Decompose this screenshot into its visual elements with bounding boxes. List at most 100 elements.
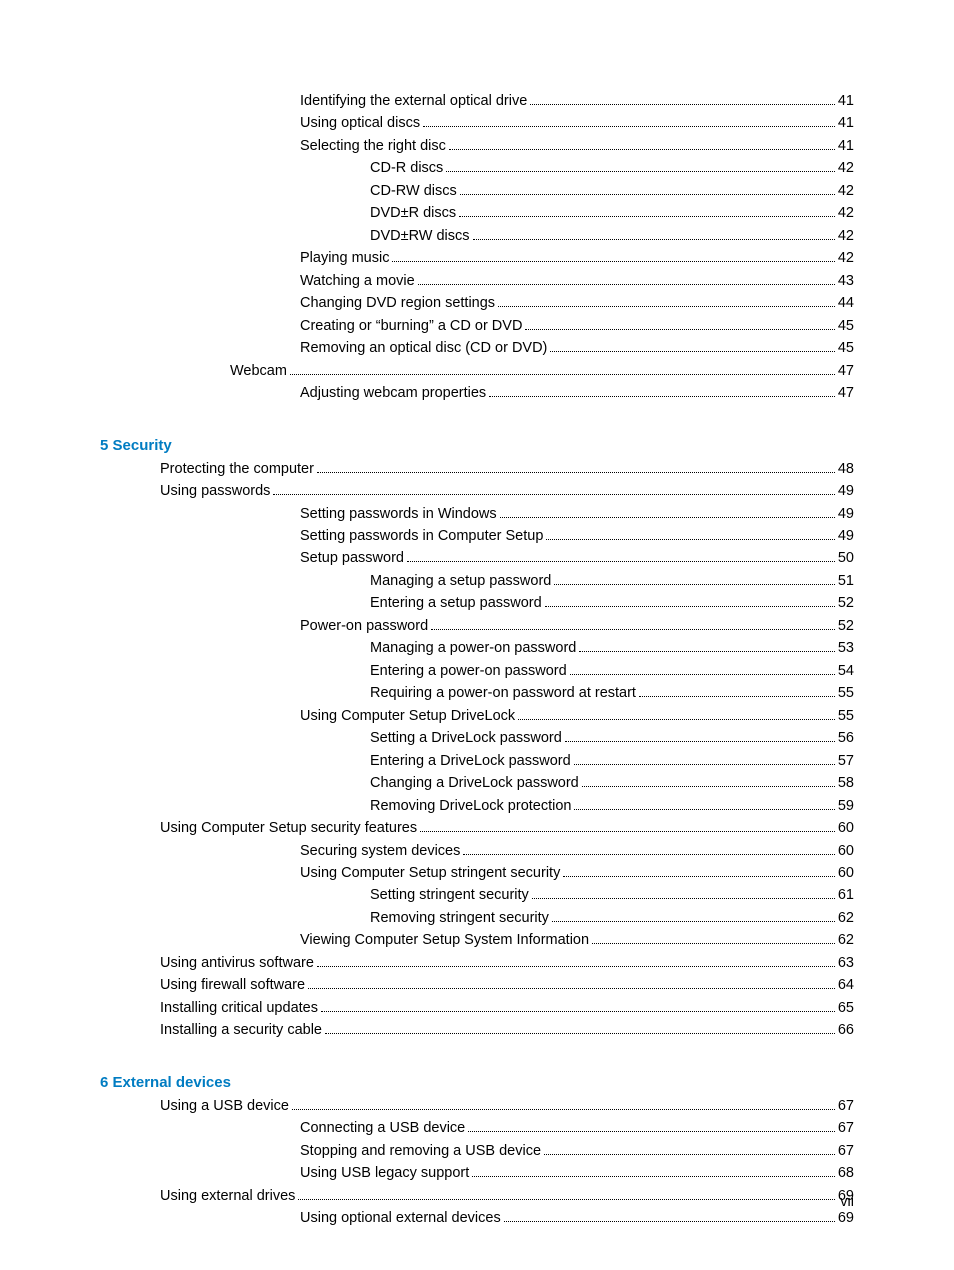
toc-entry: Using USB legacy support 68: [100, 1162, 854, 1184]
toc-entry-page: 62: [838, 907, 854, 929]
toc-leader-dots: [308, 988, 835, 989]
toc-entry-page: 64: [838, 974, 854, 996]
toc-leader-dots: [317, 966, 835, 967]
toc-entry-label: Removing DriveLock protection: [370, 795, 571, 817]
section-heading-security: 5 Security: [100, 437, 854, 454]
toc-leader-dots: [463, 854, 834, 855]
toc-entry: Using Computer Setup DriveLock 55: [100, 705, 854, 727]
toc-entry: Managing a setup password 51: [100, 570, 854, 592]
toc-entry: Changing DVD region settings 44: [100, 292, 854, 314]
toc-entry-page: 60: [838, 817, 854, 839]
toc-leader-dots: [582, 786, 835, 787]
toc-leader-dots: [473, 239, 835, 240]
toc-entry-label: Requiring a power-on password at restart: [370, 682, 636, 704]
toc-entry-label: Using external drives: [160, 1185, 295, 1207]
toc-entry: Securing system devices 60: [100, 840, 854, 862]
toc-entry-page: 47: [838, 382, 854, 404]
toc-leader-dots: [431, 629, 835, 630]
toc-leader-dots: [574, 764, 835, 765]
toc-entry-page: 55: [838, 682, 854, 704]
toc-entry-page: 51: [838, 570, 854, 592]
toc-entry-page: 67: [838, 1140, 854, 1162]
toc-entry: Selecting the right disc 41: [100, 135, 854, 157]
toc-leader-dots: [500, 517, 835, 518]
toc-section-external: 6 External devices Using a USB device 67…: [100, 1074, 854, 1230]
toc-entry-page: 49: [838, 503, 854, 525]
toc-entry: Stopping and removing a USB device 67: [100, 1140, 854, 1162]
toc-entry: Setting stringent security 61: [100, 884, 854, 906]
toc-entry-page: 49: [838, 525, 854, 547]
toc-entry-page: 44: [838, 292, 854, 314]
toc-entry-label: Creating or “burning” a CD or DVD: [300, 315, 522, 337]
toc-leader-dots: [554, 584, 834, 585]
toc-leader-dots: [273, 494, 834, 495]
toc-leader-dots: [532, 898, 835, 899]
toc-entry: Watching a movie 43: [100, 270, 854, 292]
toc-entry-label: Removing an optical disc (CD or DVD): [300, 337, 547, 359]
toc-leader-dots: [459, 216, 835, 217]
toc-entry-label: Using a USB device: [160, 1095, 289, 1117]
section-heading-external: 6 External devices: [100, 1074, 854, 1091]
toc-entry: Adjusting webcam properties 47: [100, 382, 854, 404]
toc-leader-dots: [546, 539, 834, 540]
toc-leader-dots: [317, 472, 835, 473]
toc-entry-page: 53: [838, 637, 854, 659]
toc-leader-dots: [498, 306, 835, 307]
toc-entry: Using a USB device 67: [100, 1095, 854, 1117]
toc-entry-page: 59: [838, 795, 854, 817]
toc-entry-label: Protecting the computer: [160, 458, 314, 480]
toc-entry-page: 50: [838, 547, 854, 569]
toc-entry: Setting passwords in Windows 49: [100, 503, 854, 525]
toc-entry: Using external drives 69: [100, 1185, 854, 1207]
toc-entry-page: 61: [838, 884, 854, 906]
toc-entry: Entering a DriveLock password 57: [100, 750, 854, 772]
toc-entry-label: CD-R discs: [370, 157, 443, 179]
toc-entry-label: Connecting a USB device: [300, 1117, 465, 1139]
toc-entry: Webcam 47: [100, 360, 854, 382]
toc-entry: Using optical discs 41: [100, 112, 854, 134]
toc-entry-label: Using USB legacy support: [300, 1162, 469, 1184]
toc-entry: DVD±R discs 42: [100, 202, 854, 224]
toc-entry-label: Using Computer Setup DriveLock: [300, 705, 515, 727]
toc-entry-page: 47: [838, 360, 854, 382]
toc-leader-dots: [579, 651, 835, 652]
toc-entry-label: Entering a power-on password: [370, 660, 567, 682]
toc-leader-dots: [418, 284, 835, 285]
toc-entry-label: Stopping and removing a USB device: [300, 1140, 541, 1162]
toc-entry-label: Installing critical updates: [160, 997, 318, 1019]
toc-entry-page: 60: [838, 840, 854, 862]
toc-entry-label: Selecting the right disc: [300, 135, 446, 157]
toc-leader-dots: [460, 194, 835, 195]
toc-entry-page: 52: [838, 592, 854, 614]
toc-entry-page: 62: [838, 929, 854, 951]
toc-entry-page: 45: [838, 337, 854, 359]
toc-leader-dots: [423, 126, 835, 127]
toc-leader-dots: [639, 696, 835, 697]
toc-entry-page: 63: [838, 952, 854, 974]
toc-leader-dots: [504, 1221, 835, 1222]
toc-entry: Protecting the computer 48: [100, 458, 854, 480]
toc-leader-dots: [321, 1011, 835, 1012]
toc-entry-label: Identifying the external optical drive: [300, 90, 527, 112]
toc-entry-label: Power-on password: [300, 615, 428, 637]
toc-entry: Entering a setup password 52: [100, 592, 854, 614]
toc-entry: Requiring a power-on password at restart…: [100, 682, 854, 704]
toc-entry-page: 58: [838, 772, 854, 794]
toc-entry-label: Using Computer Setup security features: [160, 817, 417, 839]
toc-entry-page: 68: [838, 1162, 854, 1184]
toc-leader-dots: [592, 943, 835, 944]
toc-leader-dots: [325, 1033, 835, 1034]
toc-entry-label: Setting passwords in Computer Setup: [300, 525, 543, 547]
toc-leader-dots: [489, 396, 835, 397]
toc-entry-label: Webcam: [230, 360, 287, 382]
toc-entry-label: CD-RW discs: [370, 180, 457, 202]
toc-leader-dots: [292, 1109, 835, 1110]
toc-entry: Setting passwords in Computer Setup 49: [100, 525, 854, 547]
toc-leader-dots: [407, 561, 835, 562]
toc-entry-label: Managing a setup password: [370, 570, 551, 592]
toc-entry-label: Using antivirus software: [160, 952, 314, 974]
toc-leader-dots: [298, 1199, 834, 1200]
toc-entry-label: DVD±R discs: [370, 202, 456, 224]
toc-entry-page: 52: [838, 615, 854, 637]
toc-entry-label: Changing a DriveLock password: [370, 772, 579, 794]
